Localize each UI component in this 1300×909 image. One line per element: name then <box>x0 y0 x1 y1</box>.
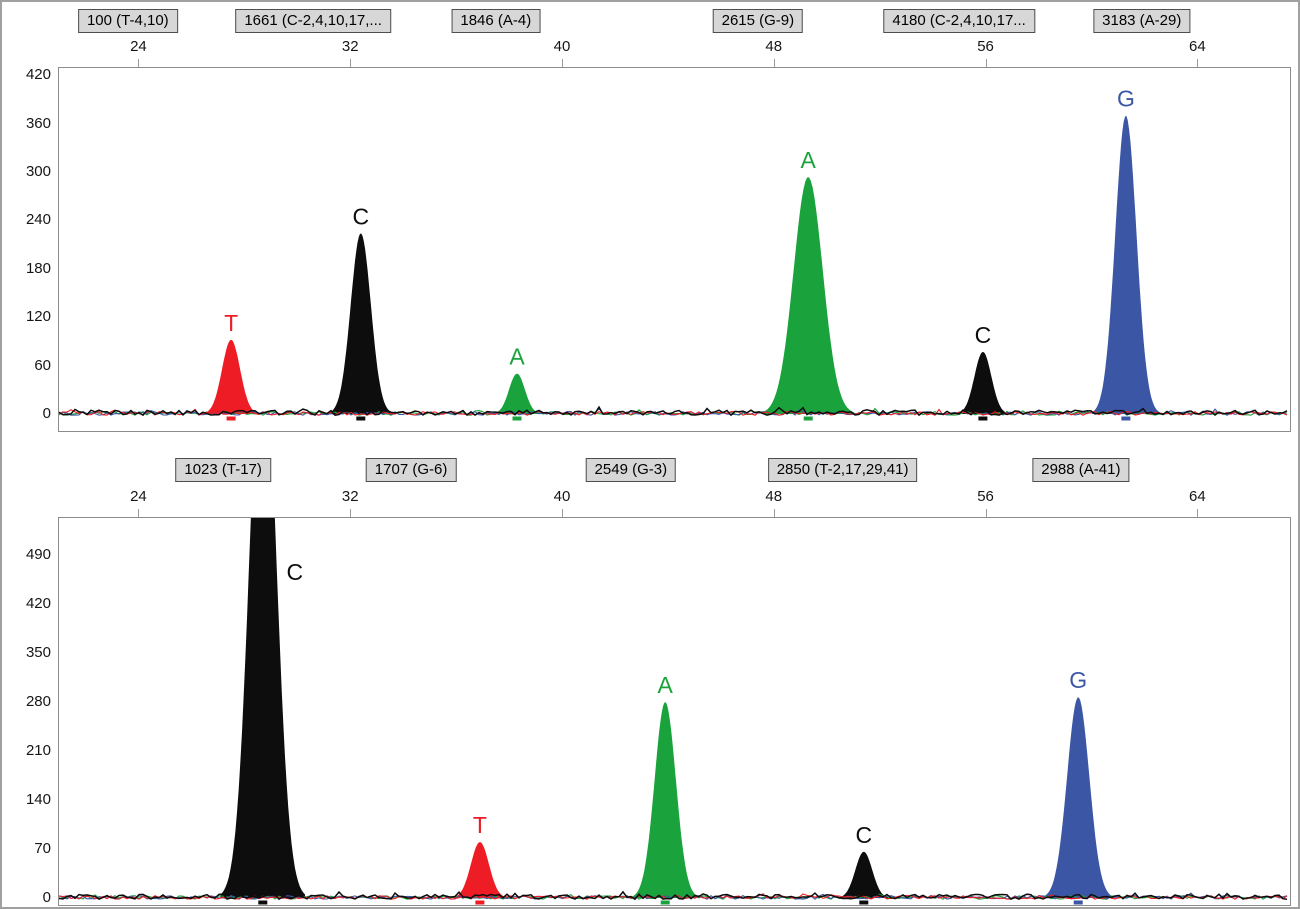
allele-bin-mark <box>258 900 268 905</box>
allele-peak-T <box>202 339 260 414</box>
peak-label-box: 2988 (A-41) <box>1032 458 1130 482</box>
allele-peak-A <box>631 702 700 898</box>
x-tick-label: 24 <box>130 38 147 55</box>
peak-label-box: 1023 (T-17) <box>175 458 271 482</box>
x-tick-label: 64 <box>1189 488 1206 505</box>
x-tick-label: 64 <box>1189 38 1206 55</box>
peak-label-box: 3183 (A-29) <box>1093 9 1191 33</box>
allele-peak-C <box>220 518 306 898</box>
x-tick-label: 40 <box>553 488 571 505</box>
allele-peak-G <box>1092 116 1160 414</box>
peak-label-box: 1661 (C-2,4,10,17,... <box>235 9 391 33</box>
peak-letter-A: A <box>801 147 817 173</box>
allele-peak-A <box>761 177 855 414</box>
peak-letter-C: C <box>975 322 992 348</box>
allele-peak-C <box>328 233 393 414</box>
allele-bin-mark <box>226 416 236 421</box>
allele-bin-mark <box>803 416 813 421</box>
trace-canvas: T C A A C G <box>59 86 1288 421</box>
peak-letter-A: A <box>509 344 525 370</box>
allele-bin-mark <box>356 416 366 421</box>
peak-label-box: 2549 (G-3) <box>585 458 677 482</box>
x-tick-label: 24 <box>130 488 147 505</box>
y-tick-label: 180 <box>25 259 51 277</box>
peak-label-box: 100 (T-4,10) <box>77 9 178 33</box>
allele-bin-mark <box>1121 416 1131 421</box>
y-tick-label: 0 <box>42 889 51 906</box>
noise-trace-C <box>59 405 1288 417</box>
y-tick-label: 140 <box>25 791 51 809</box>
y-tick-label: 120 <box>25 308 51 326</box>
x-tick-label: 32 <box>341 38 359 55</box>
peak-letter-G: G <box>1117 86 1135 112</box>
peak-label-box: 4180 (C-2,4,10,17... <box>883 9 1035 33</box>
x-tick-label: 32 <box>341 488 359 505</box>
x-tick-label: 40 <box>553 38 571 55</box>
y-tick-label: 490 <box>25 546 51 564</box>
x-tick-label: 56 <box>977 488 994 505</box>
plot-area: T C A A C G <box>58 67 1291 432</box>
allele-peak-C <box>955 352 1010 414</box>
plot-area: C T A C G <box>58 517 1291 906</box>
y-tick-label: 300 <box>25 163 51 181</box>
allele-bin-mark <box>978 416 988 421</box>
y-tick-label: 350 <box>25 644 51 662</box>
noise-trace-C <box>59 890 1288 901</box>
allele-bin-mark <box>475 900 485 905</box>
y-tick-label: 60 <box>34 356 51 374</box>
y-tick-label: 420 <box>25 595 51 613</box>
peak-letter-A: A <box>658 672 674 698</box>
peak-label-box: 2615 (G-9) <box>712 9 804 33</box>
peak-letter-T: T <box>224 310 238 336</box>
y-tick-label: 0 <box>42 405 51 422</box>
y-tick-label: 360 <box>25 114 51 132</box>
trace-canvas: C T A C G <box>59 518 1288 905</box>
allele-peak-T <box>451 842 509 898</box>
peak-label-box: 2850 (T-2,17,29,41) <box>767 458 918 482</box>
y-tick-label: 240 <box>25 211 51 229</box>
y-tick-label: 70 <box>34 840 51 857</box>
x-tick-label: 56 <box>977 38 994 55</box>
allele-peak-G <box>1042 697 1114 898</box>
allele-bin-mark <box>1073 900 1083 905</box>
allele-peak-C <box>836 851 891 898</box>
peak-letter-T: T <box>473 812 487 838</box>
y-tick-label: 420 <box>25 66 51 84</box>
allele-bin-mark <box>859 900 869 905</box>
allele-peak-A <box>491 373 543 414</box>
peak-label-box: 1846 (A-4) <box>451 9 541 33</box>
y-tick-label: 280 <box>25 693 51 711</box>
allele-bin-mark <box>660 900 670 905</box>
x-tick-label: 48 <box>765 38 783 55</box>
allele-bin-mark <box>512 416 522 421</box>
peak-letter-G: G <box>1069 667 1087 693</box>
peak-letter-C: C <box>286 559 303 585</box>
peak-letter-C: C <box>352 203 369 229</box>
x-tick-label: 48 <box>765 488 783 505</box>
peak-letter-C: C <box>855 822 872 848</box>
peak-label-box: 1707 (G-6) <box>365 458 457 482</box>
y-tick-label: 210 <box>25 742 51 760</box>
